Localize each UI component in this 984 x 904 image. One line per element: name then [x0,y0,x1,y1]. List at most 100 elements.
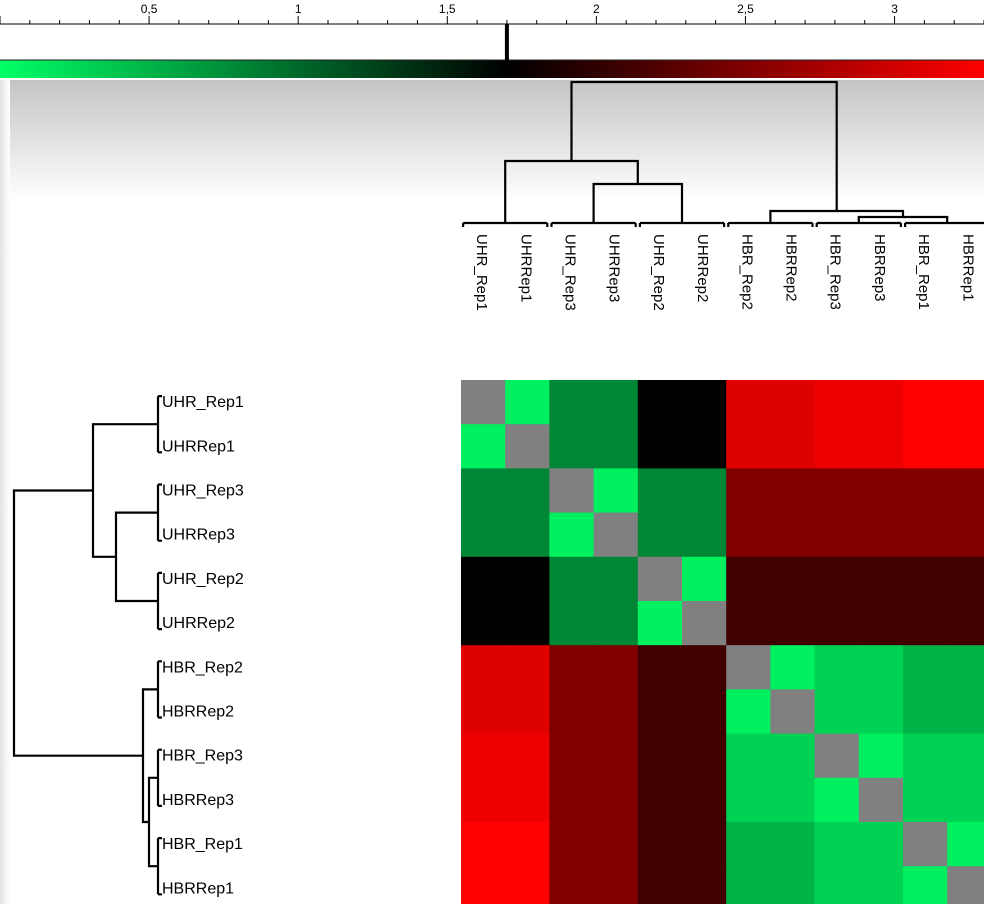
heatmap-cell[interactable] [947,601,984,646]
heatmap-cell[interactable] [637,645,683,690]
heatmap-cell[interactable] [726,468,771,514]
heatmap-cell[interactable] [858,689,904,735]
heatmap-cell[interactable] [461,556,506,602]
heatmap-cell[interactable] [549,556,595,602]
heatmap-cell[interactable] [593,645,639,690]
heatmap-cell[interactable] [903,556,948,602]
heatmap-cell[interactable] [814,556,860,602]
heatmap-cell[interactable] [549,733,595,779]
heatmap-cell[interactable] [593,689,639,735]
heatmap-cell[interactable] [814,380,860,425]
heatmap-cell[interactable] [814,601,860,646]
heatmap-cell[interactable] [549,468,595,514]
heatmap-cell[interactable] [726,645,771,690]
heatmap-cell[interactable] [903,468,948,514]
heatmap-cell[interactable] [461,512,506,558]
heatmap-cell[interactable] [549,866,595,904]
heatmap-cell[interactable] [637,512,683,558]
heatmap-cell[interactable] [903,822,948,867]
heatmap-cell[interactable] [461,689,506,735]
heatmap-cell[interactable] [858,380,904,425]
heatmap-cell[interactable] [637,866,683,904]
heatmap-cell[interactable] [726,822,771,867]
heatmap-cell[interactable] [858,601,904,646]
heatmap-cell[interactable] [637,689,683,735]
heatmap-cell[interactable] [682,512,727,558]
heatmap-cell[interactable] [549,380,595,425]
heatmap-cell[interactable] [770,512,816,558]
heatmap-cell[interactable] [549,424,595,469]
heatmap-cell[interactable] [858,468,904,514]
heatmap-cell[interactable] [637,733,683,779]
heatmap-cell[interactable] [682,468,727,514]
heatmap-cell[interactable] [726,424,771,469]
heatmap-cell[interactable] [858,866,904,904]
heatmap-cell[interactable] [461,424,506,469]
heatmap-cell[interactable] [770,380,816,425]
heatmap-cell[interactable] [505,866,550,904]
heatmap-cell[interactable] [682,777,727,823]
heatmap-cell[interactable] [593,468,639,514]
heatmap-cell[interactable] [593,424,639,469]
heatmap-cell[interactable] [947,689,984,735]
heatmap-cell[interactable] [903,866,948,904]
heatmap-cell[interactable] [505,645,550,690]
heatmap-cell[interactable] [858,512,904,558]
heatmap-cell[interactable] [461,468,506,514]
heatmap-cell[interactable] [505,556,550,602]
heatmap-cell[interactable] [903,777,948,823]
heatmap-cell[interactable] [461,645,506,690]
heatmap-cell[interactable] [505,601,550,646]
heatmap-cell[interactable] [858,424,904,469]
heatmap-cell[interactable] [726,380,771,425]
heatmap-cell[interactable] [814,777,860,823]
heatmap-cell[interactable] [726,689,771,735]
heatmap-cell[interactable] [726,512,771,558]
heatmap-cell[interactable] [903,689,948,735]
heatmap-cell[interactable] [637,777,683,823]
heatmap-cell[interactable] [947,468,984,514]
heatmap-cell[interactable] [770,689,816,735]
heatmap-cell[interactable] [593,601,639,646]
heatmap-cell[interactable] [593,733,639,779]
heatmap-cell[interactable] [770,468,816,514]
heatmap-cell[interactable] [726,733,771,779]
heatmap-cell[interactable] [637,424,683,469]
heatmap-cell[interactable] [505,512,550,558]
heatmap-cell[interactable] [947,380,984,425]
heatmap-cell[interactable] [726,601,771,646]
heatmap-cell[interactable] [770,777,816,823]
heatmap-cell[interactable] [770,601,816,646]
heatmap-cell[interactable] [947,866,984,904]
heatmap-cell[interactable] [505,468,550,514]
heatmap-cell[interactable] [682,822,727,867]
heatmap-cell[interactable] [682,645,727,690]
heatmap-cell[interactable] [858,777,904,823]
heatmap-cell[interactable] [505,424,550,469]
heatmap-cell[interactable] [726,866,771,904]
heatmap-cell[interactable] [814,645,860,690]
heatmap-cell[interactable] [814,512,860,558]
heatmap-cell[interactable] [549,512,595,558]
heatmap-cell[interactable] [637,822,683,867]
heatmap-cell[interactable] [637,556,683,602]
heatmap-cell[interactable] [593,380,639,425]
heatmap-cell[interactable] [637,601,683,646]
heatmap-cell[interactable] [505,733,550,779]
heatmap-cell[interactable] [461,733,506,779]
heatmap-cell[interactable] [549,822,595,867]
heatmap-cell[interactable] [637,380,683,425]
heatmap-cell[interactable] [947,556,984,602]
heatmap-cell[interactable] [505,689,550,735]
heatmap-cell[interactable] [858,733,904,779]
heatmap-cell[interactable] [461,380,506,425]
heatmap-cell[interactable] [637,468,683,514]
heatmap-cell[interactable] [726,556,771,602]
heatmap-cell[interactable] [814,468,860,514]
heatmap-cell[interactable] [814,689,860,735]
heatmap-cell[interactable] [461,822,506,867]
heatmap-cell[interactable] [903,424,948,469]
heatmap-cell[interactable] [903,645,948,690]
heatmap-cell[interactable] [814,822,860,867]
heatmap-cell[interactable] [549,645,595,690]
